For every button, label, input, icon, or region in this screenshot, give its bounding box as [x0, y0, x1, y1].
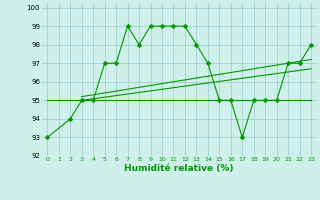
X-axis label: Humidité relative (%): Humidité relative (%) — [124, 164, 234, 173]
